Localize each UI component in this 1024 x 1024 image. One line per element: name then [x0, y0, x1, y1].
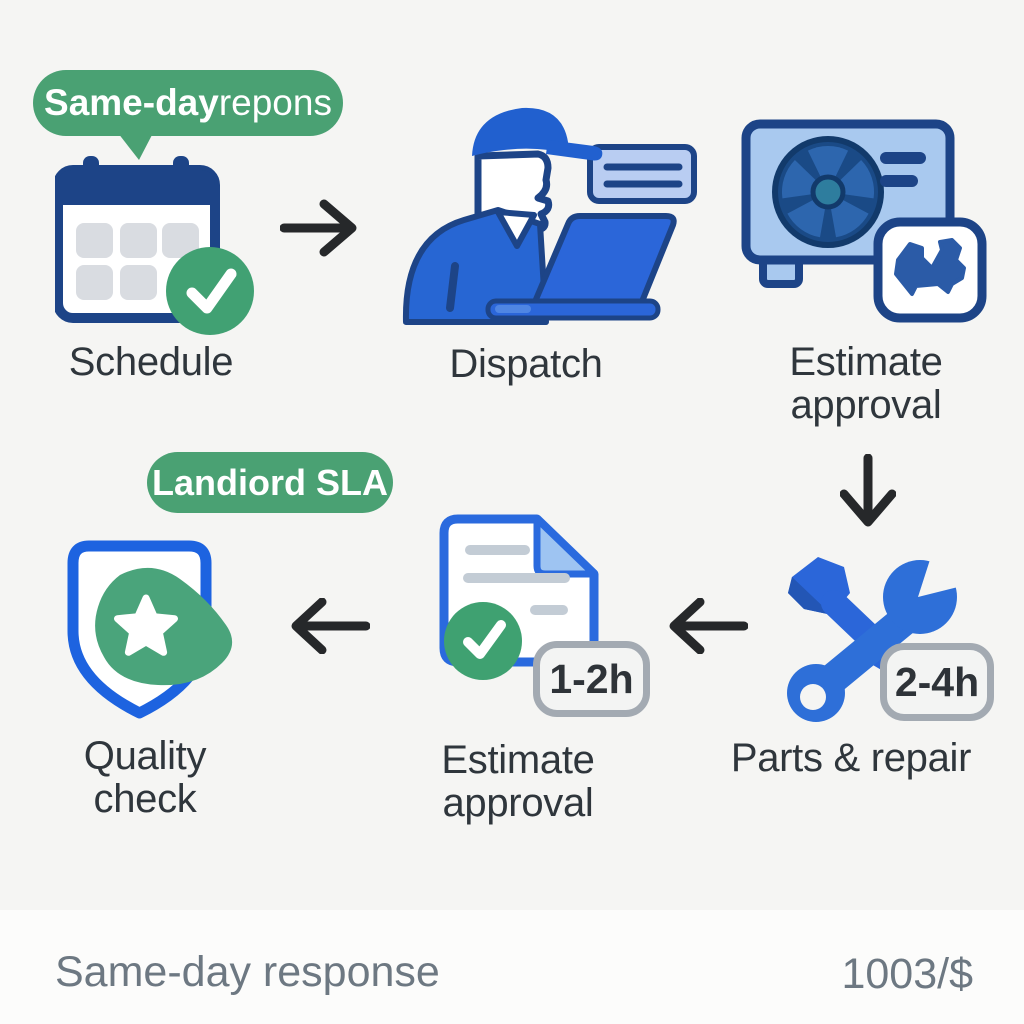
estimate-time-badge: 1-2h — [533, 641, 650, 717]
step-label-estimate-approval: Estimate approval — [441, 738, 595, 825]
shield-star-icon — [60, 533, 260, 728]
calendar-check-icon — [55, 152, 255, 340]
step-label-estimate-approval-top: Estimate approval — [789, 340, 943, 427]
step-label-schedule: Schedule — [68, 340, 234, 384]
arrow-left-icon — [286, 598, 370, 654]
document-check-icon — [432, 512, 622, 687]
step-label-dispatch: Dispatch — [449, 342, 603, 386]
footer-bar: Same-day response 1003/$ — [0, 910, 1024, 1024]
technician-laptop-icon — [398, 98, 708, 326]
arrow-right-icon — [280, 198, 364, 258]
same-day-callout-bold: Same-day — [44, 82, 219, 123]
step-label-quality-check: Quality check — [83, 734, 207, 821]
wrench-screwdriver-icon — [772, 545, 1000, 737]
part-badge-icon — [872, 216, 988, 324]
estimate-time-text: 1-2h — [549, 655, 634, 702]
landlord-sla-callout: Landiord SLA — [147, 452, 393, 513]
footer-left-text: Same-day response — [55, 948, 440, 996]
landlord-sla-text: Landiord SLA — [152, 461, 388, 503]
footer-right-text: 1003/$ — [841, 950, 973, 998]
arrow-left-icon — [664, 598, 748, 654]
same-day-callout: Same-day repons — [33, 70, 343, 136]
repair-time-text: 2-4h — [894, 658, 980, 705]
repair-time-badge: 2-4h — [880, 643, 994, 721]
same-day-callout-tail — [118, 133, 153, 160]
same-day-callout-rest: repons — [218, 82, 332, 123]
step-label-parts-repair: Parts & repair — [730, 736, 972, 780]
arrow-down-icon — [840, 454, 896, 536]
